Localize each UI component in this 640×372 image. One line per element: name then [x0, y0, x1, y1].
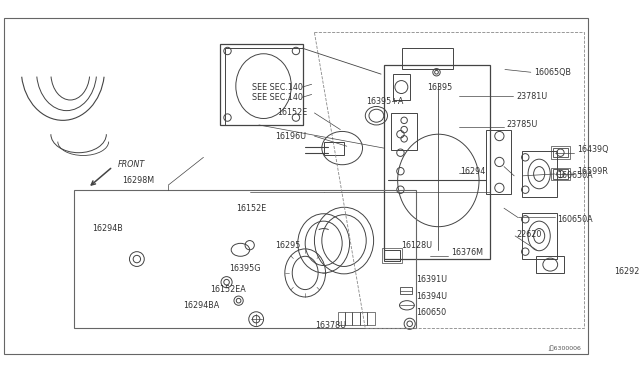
Bar: [384, 250, 401, 261]
Text: 16394U: 16394U: [416, 292, 447, 301]
Text: 16295: 16295: [276, 241, 301, 250]
Text: 16128U: 16128U: [401, 241, 433, 250]
Text: 160650A: 160650A: [557, 215, 593, 224]
Text: SEE SEC.140: SEE SEC.140: [252, 83, 303, 92]
Bar: [384, 65, 490, 259]
Text: 16292N: 16292N: [614, 267, 640, 276]
Text: 16395: 16395: [428, 83, 452, 93]
Text: 23785U: 23785U: [507, 121, 538, 129]
Text: 16294B: 16294B: [92, 224, 124, 233]
Text: 16294: 16294: [461, 167, 486, 176]
Text: 16378U: 16378U: [316, 321, 347, 330]
Bar: [522, 151, 557, 197]
Bar: [337, 312, 345, 325]
Text: 16152E: 16152E: [236, 204, 266, 213]
Bar: [345, 312, 353, 325]
Bar: [551, 167, 570, 180]
Text: 160650: 160650: [416, 308, 446, 317]
Bar: [522, 213, 557, 259]
Text: 16599R: 16599R: [577, 167, 608, 176]
Bar: [551, 146, 570, 159]
Text: 23781U: 23781U: [516, 92, 547, 101]
Text: 16152E: 16152E: [277, 109, 308, 118]
Text: 16298M: 16298M: [122, 176, 154, 185]
Text: 16391U: 16391U: [416, 275, 447, 284]
Text: 16395G: 16395G: [229, 264, 261, 273]
Bar: [382, 248, 403, 263]
Text: 16152EA: 16152EA: [210, 285, 246, 294]
Bar: [391, 113, 417, 150]
Text: SEE SEC.140: SEE SEC.140: [252, 93, 303, 102]
Bar: [324, 142, 344, 154]
Text: 160650A: 160650A: [557, 171, 593, 180]
Text: 16065QB: 16065QB: [534, 68, 572, 77]
Text: 16376M: 16376M: [451, 248, 483, 257]
Bar: [225, 48, 303, 125]
Text: 16196U: 16196U: [276, 132, 307, 141]
Bar: [536, 256, 564, 273]
Bar: [353, 312, 360, 325]
Bar: [367, 312, 374, 325]
Bar: [399, 287, 412, 294]
Text: FRONT: FRONT: [118, 160, 145, 169]
Bar: [553, 169, 568, 179]
Bar: [393, 74, 410, 100]
Bar: [220, 44, 303, 125]
Text: 16395+A: 16395+A: [366, 97, 404, 106]
Bar: [74, 190, 416, 328]
Text: 16294BA: 16294BA: [183, 301, 220, 310]
Bar: [486, 129, 511, 194]
Bar: [553, 148, 568, 157]
Text: 16439Q: 16439Q: [577, 145, 609, 154]
Bar: [360, 312, 367, 325]
Text: 22620: 22620: [516, 230, 541, 238]
Bar: [403, 48, 453, 68]
Text: J6300006: J6300006: [548, 345, 580, 351]
